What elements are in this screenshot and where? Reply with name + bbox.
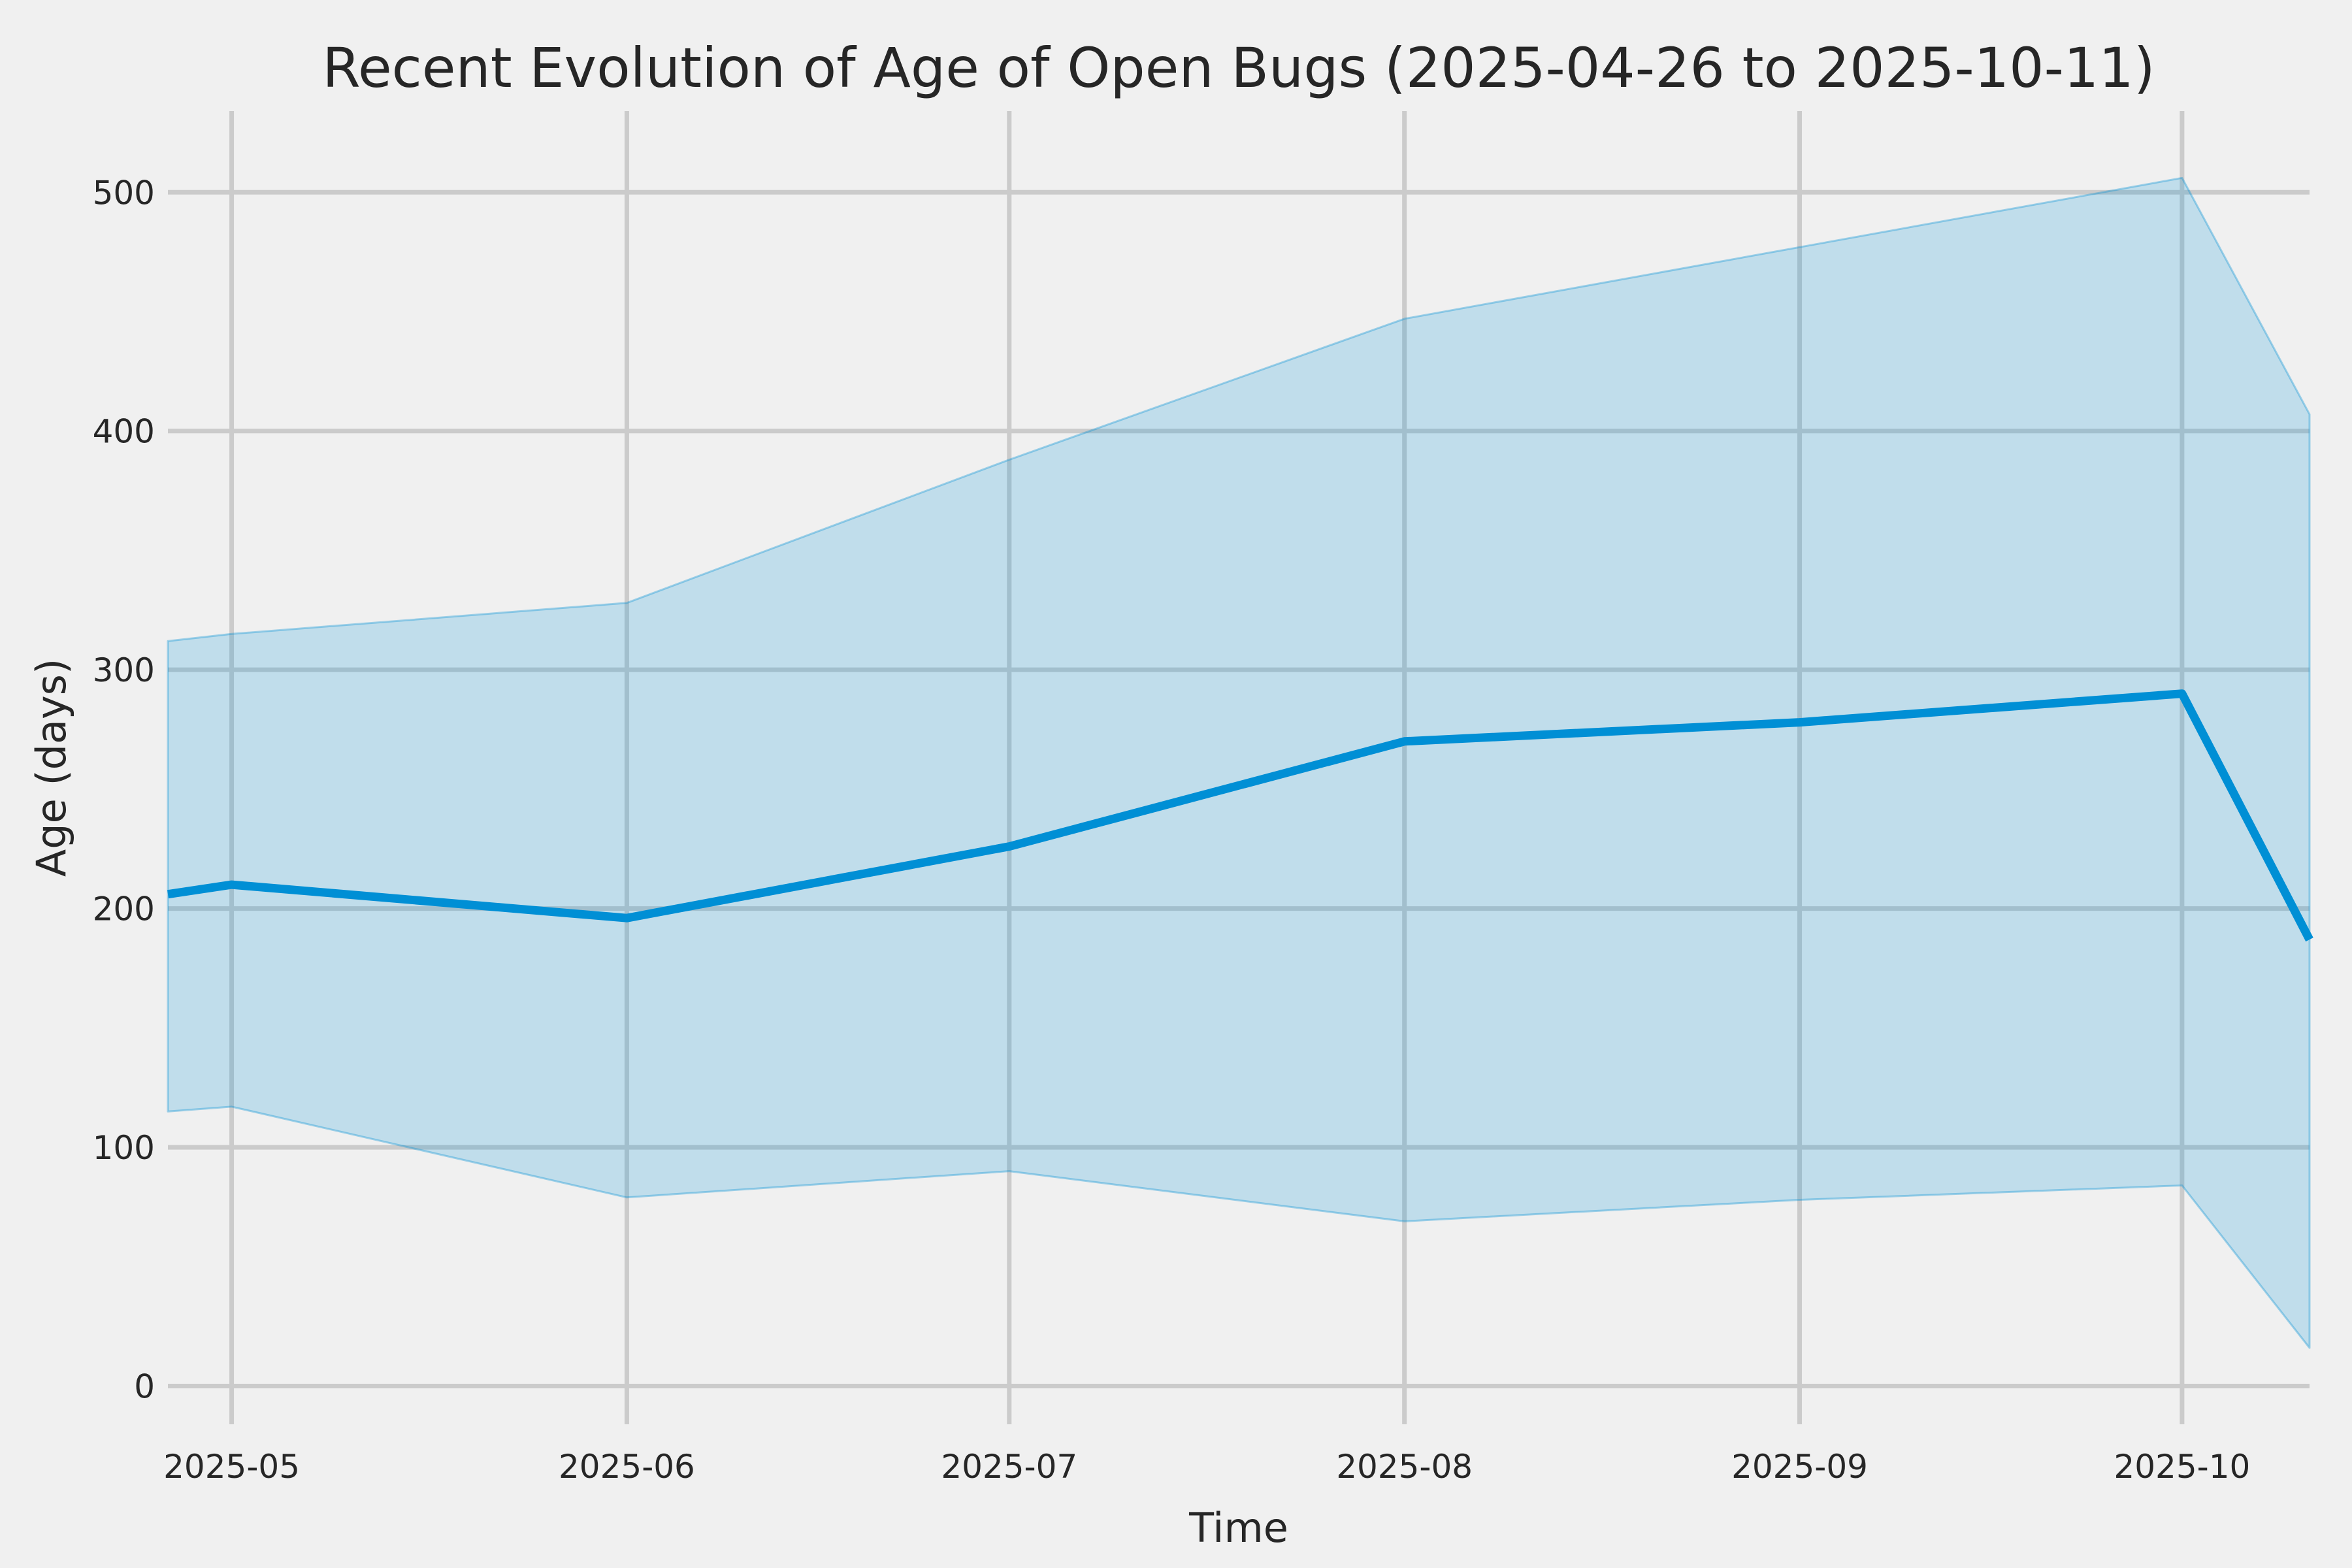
x-tick-label: 2025-07 <box>941 1448 1077 1486</box>
x-axis-label: Time <box>1188 1504 1288 1552</box>
y-tick-label: 200 <box>93 890 155 928</box>
y-axis-label: Age (days) <box>27 659 75 877</box>
x-tick-label: 2025-10 <box>2114 1448 2250 1486</box>
y-tick-label: 400 <box>93 413 155 451</box>
band-layer <box>167 176 2311 1349</box>
median-line <box>167 689 2313 942</box>
percentile-band <box>167 176 2311 1349</box>
x-tick-label: 2025-06 <box>559 1448 695 1486</box>
x-tick-label: 2025-05 <box>163 1448 300 1486</box>
y-tick-label: 500 <box>93 174 155 212</box>
tick-layer: 0 100 200 300 400 500 2025-05 2025-06 2025-07 202… <box>93 174 2251 1486</box>
line-layer <box>167 689 2313 942</box>
y-tick-label: 100 <box>93 1129 155 1167</box>
x-tick-label: 2025-09 <box>1731 1448 1868 1486</box>
y-tick-label: 0 <box>134 1368 155 1406</box>
chart-title: Recent Evolution of Age of Open Bugs (20… <box>322 36 2155 100</box>
y-tick-label: 300 <box>93 651 155 689</box>
x-tick-label: 2025-08 <box>1336 1448 1473 1486</box>
